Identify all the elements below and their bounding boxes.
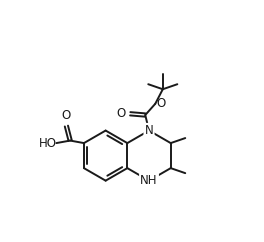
Text: NH: NH [140, 174, 158, 187]
Text: O: O [116, 107, 126, 120]
Text: O: O [62, 109, 71, 122]
Text: HO: HO [39, 136, 57, 150]
Text: O: O [157, 97, 166, 110]
Text: N: N [145, 124, 153, 137]
